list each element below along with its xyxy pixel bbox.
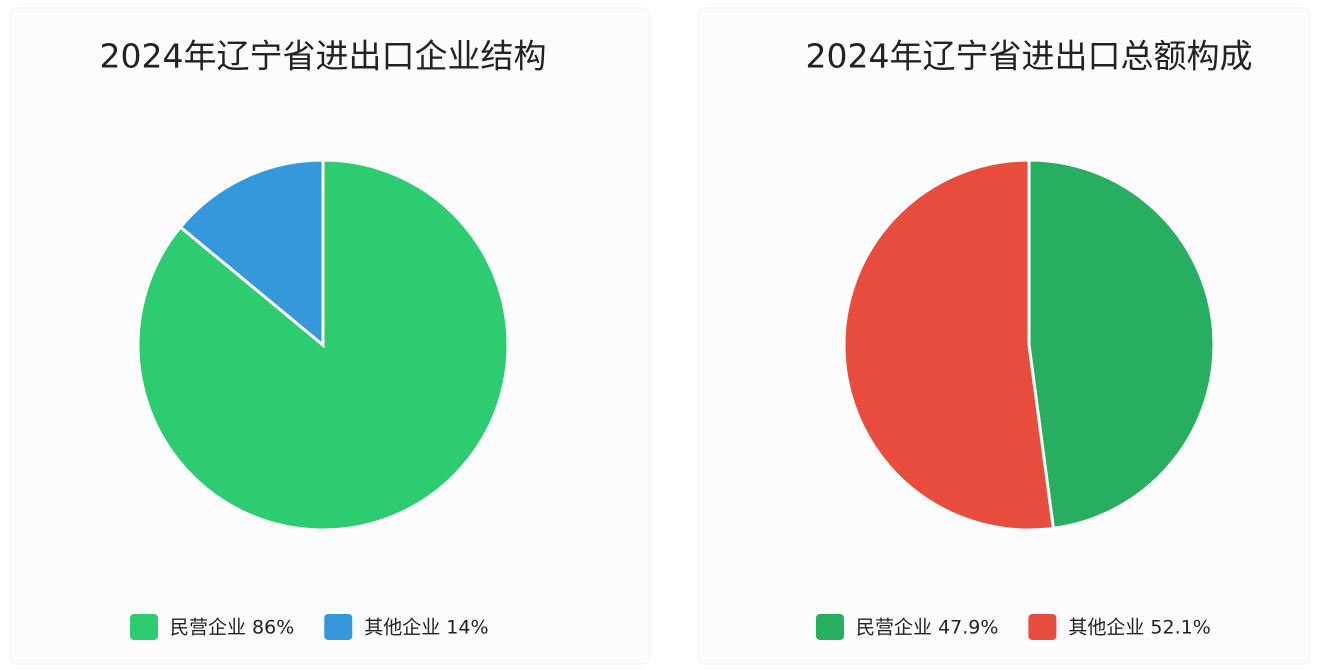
legend-label: 民营企业 <box>170 617 246 639</box>
pie-slice <box>178 158 325 349</box>
legend-value: 47.9% <box>938 617 998 639</box>
legend-label: 其他企业 <box>364 617 440 639</box>
legend-swatch <box>1028 614 1057 640</box>
legend-swatch <box>324 614 353 640</box>
legend-value: 14% <box>446 617 488 639</box>
legend-swatch <box>130 614 158 640</box>
legend-label: 民营企业 <box>856 617 932 639</box>
pie-slice <box>1027 158 1216 531</box>
pie-slice <box>842 158 1056 532</box>
chart-title: 2024年辽宁省进出口总额构成 <box>806 37 1253 76</box>
legend-value: 86% <box>252 617 294 639</box>
legend-label: 其他企业 <box>1068 617 1144 639</box>
legend-swatch <box>816 614 844 640</box>
legend-value: 52.1% <box>1150 617 1210 639</box>
chart-title: 2024年辽宁省进出口企业结构 <box>100 37 547 76</box>
